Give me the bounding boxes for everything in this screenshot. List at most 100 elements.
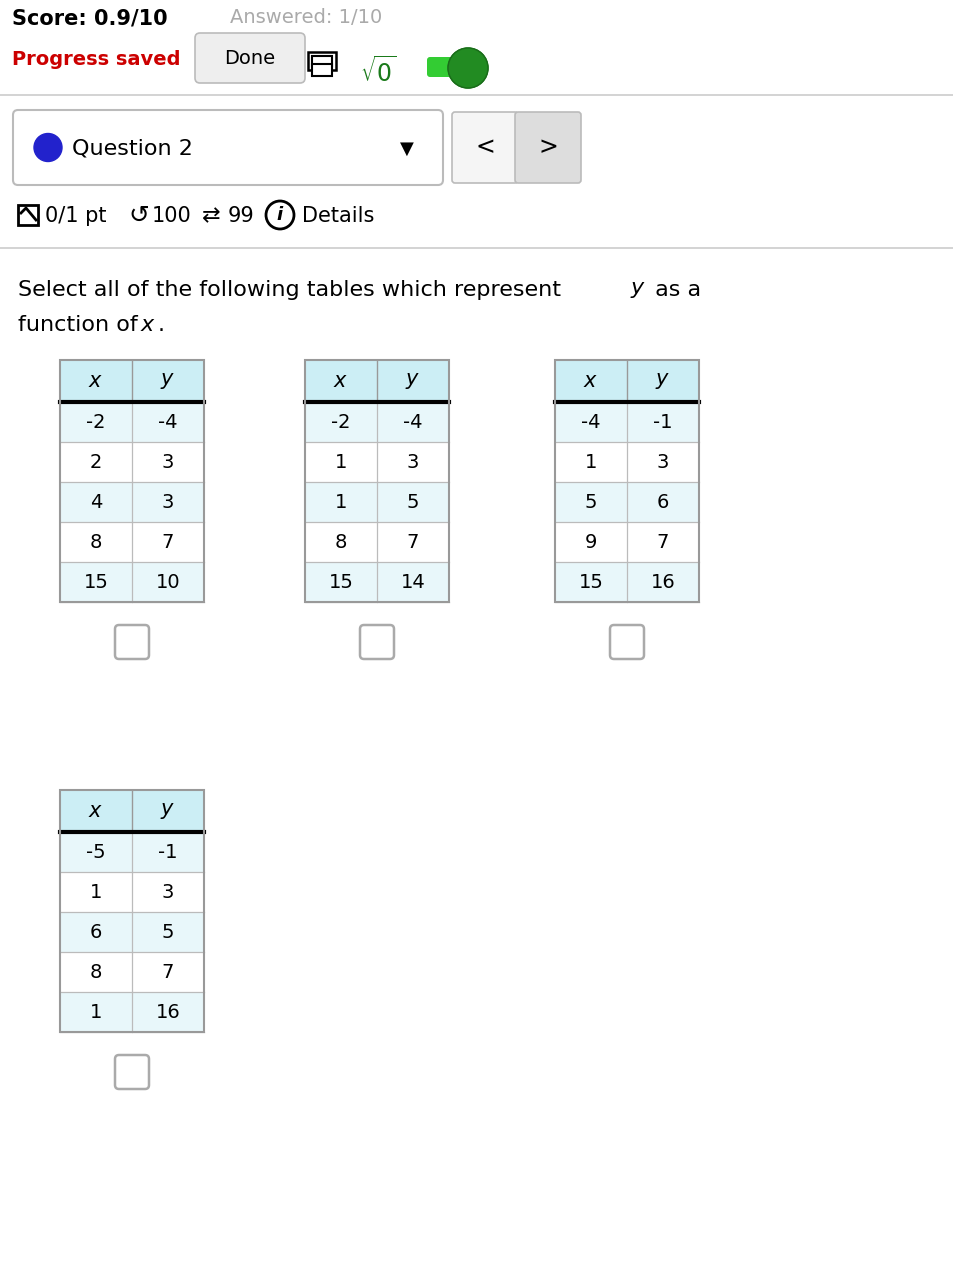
Text: 1: 1 <box>90 883 102 902</box>
Text: $x$: $x$ <box>583 371 598 390</box>
Text: $y$: $y$ <box>629 279 645 300</box>
Bar <box>555 360 699 602</box>
Text: 14: 14 <box>400 573 425 592</box>
Text: -4: -4 <box>158 412 177 431</box>
Text: Done: Done <box>224 48 275 68</box>
Bar <box>60 561 204 602</box>
Text: $y$: $y$ <box>405 371 420 390</box>
FancyBboxPatch shape <box>359 625 394 658</box>
Text: 8: 8 <box>90 532 102 551</box>
Bar <box>60 402 204 441</box>
Text: 3: 3 <box>162 493 174 512</box>
Text: 15: 15 <box>328 573 353 592</box>
Bar <box>308 52 335 70</box>
Text: 16: 16 <box>650 573 675 592</box>
Text: $y$: $y$ <box>655 371 670 390</box>
Text: <: < <box>475 135 495 160</box>
Text: 1: 1 <box>90 1003 102 1022</box>
Text: ▼: ▼ <box>399 139 414 157</box>
Text: function of: function of <box>18 315 145 336</box>
FancyBboxPatch shape <box>115 625 149 658</box>
Text: 7: 7 <box>162 532 174 551</box>
Text: i: i <box>276 205 283 225</box>
FancyBboxPatch shape <box>194 33 305 83</box>
Bar <box>555 522 699 561</box>
Text: 100: 100 <box>152 205 192 226</box>
Text: -1: -1 <box>158 842 177 861</box>
Text: 1: 1 <box>335 493 347 512</box>
Bar <box>60 832 204 872</box>
Bar <box>305 561 449 602</box>
FancyBboxPatch shape <box>115 1055 149 1088</box>
Text: -2: -2 <box>86 412 106 431</box>
Text: 1: 1 <box>584 453 597 472</box>
Bar <box>60 441 204 482</box>
Text: 3: 3 <box>162 883 174 902</box>
Text: 3: 3 <box>656 453 668 472</box>
Text: 7: 7 <box>406 532 418 551</box>
Text: ⇄: ⇄ <box>202 205 220 226</box>
Circle shape <box>266 202 294 228</box>
Bar <box>305 360 449 602</box>
FancyBboxPatch shape <box>452 112 517 182</box>
Bar <box>305 441 449 482</box>
Text: 6: 6 <box>656 493 668 512</box>
Bar <box>305 360 449 602</box>
Bar <box>305 522 449 561</box>
Text: $x$: $x$ <box>334 371 348 390</box>
Text: 5: 5 <box>406 493 418 512</box>
Text: 4: 4 <box>90 493 102 512</box>
Text: -5: -5 <box>86 842 106 861</box>
Bar <box>555 402 699 441</box>
Text: 0/1 pt: 0/1 pt <box>45 205 107 226</box>
Text: 9: 9 <box>584 532 597 551</box>
Text: $y$: $y$ <box>160 801 175 820</box>
Text: -1: -1 <box>653 412 672 431</box>
Circle shape <box>448 48 488 88</box>
Bar <box>60 912 204 952</box>
Text: $y$: $y$ <box>160 371 175 390</box>
Bar <box>60 360 204 402</box>
Text: Score: 0.9/10: Score: 0.9/10 <box>12 8 168 28</box>
Text: 3: 3 <box>406 453 418 472</box>
Text: .: . <box>158 315 165 336</box>
Text: 7: 7 <box>656 532 668 551</box>
Bar <box>312 56 332 66</box>
Bar <box>60 790 204 1032</box>
Text: 7: 7 <box>162 962 174 981</box>
FancyBboxPatch shape <box>427 57 455 77</box>
Text: 8: 8 <box>90 962 102 981</box>
FancyBboxPatch shape <box>515 112 580 182</box>
Text: ↺: ↺ <box>128 204 149 228</box>
Bar <box>555 441 699 482</box>
Bar <box>60 991 204 1032</box>
Text: 2: 2 <box>90 453 102 472</box>
Circle shape <box>34 134 62 162</box>
Bar <box>555 561 699 602</box>
Text: $x$: $x$ <box>140 315 155 336</box>
Bar <box>555 360 699 402</box>
Text: Question 2: Question 2 <box>71 139 193 158</box>
Bar <box>555 360 699 602</box>
Bar <box>60 360 204 602</box>
Bar <box>305 482 449 522</box>
Text: Details: Details <box>302 205 374 226</box>
Text: 15: 15 <box>578 573 603 592</box>
Text: >: > <box>537 135 558 160</box>
Bar <box>18 205 38 225</box>
Text: 5: 5 <box>162 923 174 942</box>
Text: 8: 8 <box>335 532 347 551</box>
FancyBboxPatch shape <box>13 110 442 185</box>
Text: Progress saved: Progress saved <box>12 50 180 69</box>
Text: 99: 99 <box>228 205 254 226</box>
Text: 10: 10 <box>155 573 180 592</box>
Text: Answered: 1/10: Answered: 1/10 <box>230 8 382 27</box>
Bar <box>60 872 204 912</box>
Text: 15: 15 <box>84 573 109 592</box>
Text: $x$: $x$ <box>89 801 104 820</box>
Text: 1: 1 <box>335 453 347 472</box>
Bar <box>312 64 332 77</box>
Bar <box>60 790 204 1032</box>
Text: -4: -4 <box>580 412 600 431</box>
Bar <box>60 522 204 561</box>
